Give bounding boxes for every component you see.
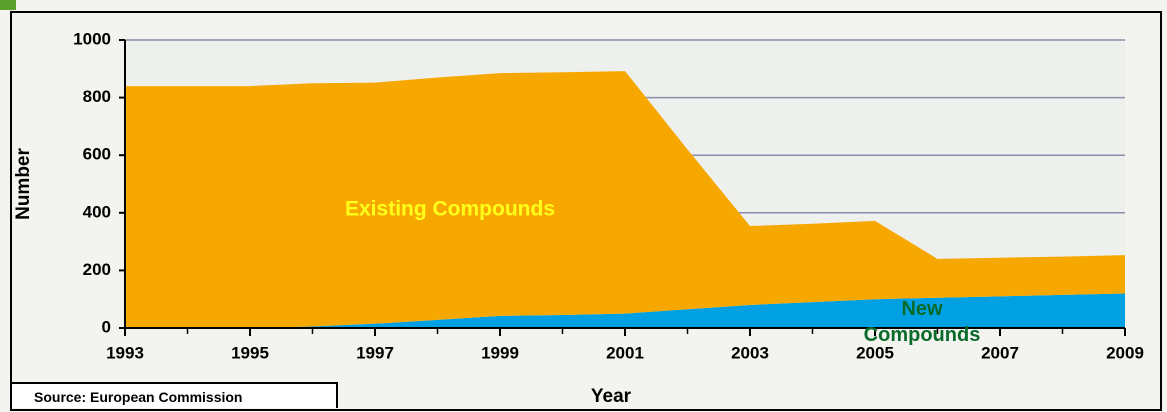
new-compounds-label: New Compounds <box>863 298 981 346</box>
y-tick-label: 200 <box>83 260 111 279</box>
x-tick-label: 2007 <box>981 343 1019 362</box>
x-axis-label: Year <box>591 386 632 407</box>
y-tick-label: 1000 <box>73 29 111 48</box>
x-tick-label: 2009 <box>1106 343 1144 362</box>
x-tick-label: 1993 <box>106 343 144 362</box>
area <box>125 71 1125 328</box>
x-tick-label: 1997 <box>356 343 394 362</box>
y-tick-label: 400 <box>83 202 111 221</box>
y-tick-label: 0 <box>102 317 111 336</box>
x-tick-label: 1999 <box>481 343 519 362</box>
x-tick-label: 2001 <box>606 343 644 362</box>
existing-compounds-label: Existing Compounds <box>345 198 555 221</box>
y-tick-label: 600 <box>83 145 111 164</box>
y-axis-label: Number <box>13 148 34 220</box>
x-tick-label: 2005 <box>856 343 894 362</box>
corner-mark <box>0 0 16 10</box>
x-tick-label: 2003 <box>731 343 769 362</box>
y-tick-label: 800 <box>83 87 111 106</box>
x-tick-label: 1995 <box>231 343 269 362</box>
area <box>125 293 1125 328</box>
source-note: Source: European Commission <box>12 382 338 408</box>
